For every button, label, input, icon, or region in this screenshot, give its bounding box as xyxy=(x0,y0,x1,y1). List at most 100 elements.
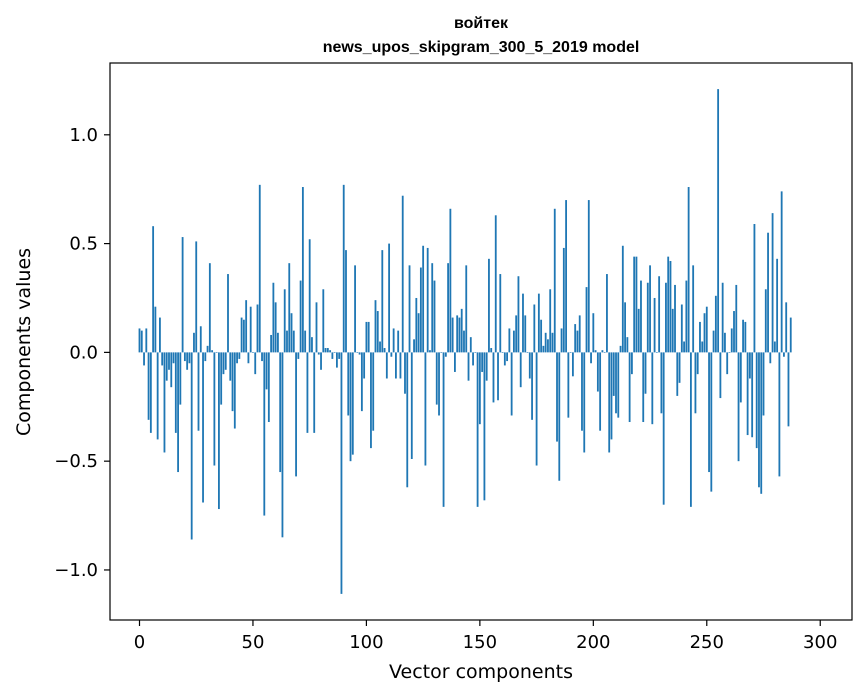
bar xyxy=(467,352,470,381)
bar xyxy=(220,352,223,405)
bar xyxy=(451,317,454,353)
bar xyxy=(535,352,538,466)
bar xyxy=(410,352,413,459)
bar xyxy=(370,352,372,449)
bar xyxy=(313,352,316,433)
bar xyxy=(304,330,307,353)
bar xyxy=(512,330,515,353)
bar xyxy=(202,352,204,503)
bar xyxy=(438,352,440,416)
bar xyxy=(277,332,279,353)
bar xyxy=(746,352,749,436)
bar xyxy=(315,302,318,353)
bar xyxy=(267,352,270,423)
bar xyxy=(336,352,338,368)
bar xyxy=(515,315,518,353)
bar xyxy=(174,352,177,433)
x-axis-label: Vector components xyxy=(389,661,573,683)
bar xyxy=(499,274,502,353)
bar xyxy=(687,187,690,353)
bar xyxy=(429,350,431,353)
bar xyxy=(646,282,649,353)
bar xyxy=(376,311,379,353)
bar xyxy=(519,352,522,388)
bar xyxy=(399,352,402,379)
bar xyxy=(626,337,629,353)
bar xyxy=(456,315,459,353)
bar xyxy=(345,250,347,353)
bar xyxy=(608,352,611,453)
bar xyxy=(728,352,731,353)
bar xyxy=(531,352,533,420)
bar xyxy=(476,352,479,507)
bar xyxy=(492,352,495,403)
bar xyxy=(422,245,425,353)
bar xyxy=(776,258,779,353)
bar xyxy=(270,334,273,353)
bar xyxy=(138,328,141,353)
bar xyxy=(762,352,765,416)
bar xyxy=(671,308,674,353)
bar xyxy=(680,304,683,353)
bar xyxy=(424,352,427,466)
bar xyxy=(249,306,252,353)
bar xyxy=(685,280,688,353)
bar xyxy=(635,256,638,353)
bar xyxy=(612,352,615,396)
bar xyxy=(751,352,754,438)
bar xyxy=(783,352,785,357)
bar xyxy=(392,328,395,353)
bar xyxy=(290,313,293,353)
bar xyxy=(274,302,277,353)
bar xyxy=(354,265,356,353)
bar xyxy=(780,191,783,353)
bar xyxy=(252,352,254,353)
bar xyxy=(406,352,409,488)
bar xyxy=(787,352,790,427)
bar xyxy=(683,341,685,353)
bar xyxy=(168,352,170,370)
y-tick-label: −0.5 xyxy=(54,451,98,472)
bar xyxy=(742,319,744,353)
bar xyxy=(245,300,248,353)
bar xyxy=(322,289,325,353)
bar xyxy=(633,256,636,353)
bar xyxy=(594,350,597,353)
bar xyxy=(390,352,393,357)
y-tick-label: −1.0 xyxy=(54,560,98,581)
bar xyxy=(163,352,166,453)
bar xyxy=(469,337,472,353)
bar xyxy=(755,352,758,449)
bar xyxy=(481,352,484,372)
bar xyxy=(739,352,742,403)
bar xyxy=(710,352,713,492)
bar xyxy=(696,352,699,375)
bar xyxy=(508,328,511,353)
bar xyxy=(560,328,563,353)
bar xyxy=(642,352,645,423)
bar xyxy=(356,352,359,353)
bar xyxy=(324,348,327,353)
bar xyxy=(143,352,145,366)
bar xyxy=(145,328,148,353)
x-tick-label: 100 xyxy=(349,632,383,653)
bar xyxy=(494,215,497,353)
bar xyxy=(676,352,679,396)
bar xyxy=(258,184,261,353)
bar-series xyxy=(138,89,792,594)
bar xyxy=(610,352,613,440)
y-tick-label: 1.0 xyxy=(69,125,98,146)
bar xyxy=(748,352,751,379)
bar xyxy=(669,261,672,353)
bar xyxy=(628,352,631,423)
bar xyxy=(522,293,524,353)
bar xyxy=(311,337,313,353)
bar xyxy=(415,297,418,353)
bar xyxy=(630,352,633,375)
bar xyxy=(417,313,420,353)
bar xyxy=(662,352,665,505)
bar xyxy=(449,208,452,353)
x-tick-label: 0 xyxy=(134,632,145,653)
bar xyxy=(218,352,220,510)
bar xyxy=(483,352,486,501)
